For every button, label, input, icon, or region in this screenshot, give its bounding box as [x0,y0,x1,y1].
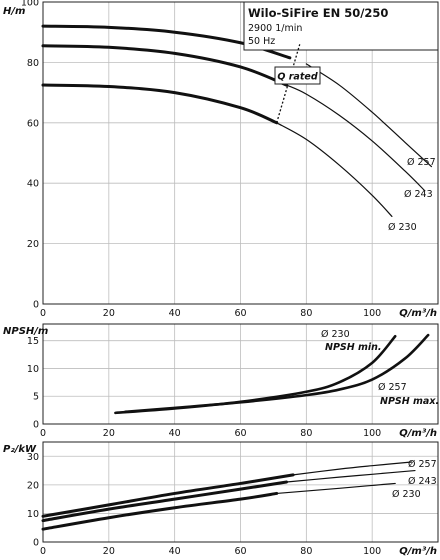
head-panel [41,1,439,305]
power-series-line-operating [41,473,295,518]
head-ytick-label: 40 [27,179,39,190]
head-ytick-label: 20 [27,239,39,250]
power-series-line-extended [285,469,416,483]
head-xtick-label: 80 [300,308,312,319]
power-series-line-extended [276,482,396,495]
head-label-230: Ø 230 [388,222,417,233]
npsh-max-label: NPSH max. [380,396,439,407]
npsh-xtick-label: 100 [363,428,381,439]
npsh-label-257: Ø 257 [378,382,407,393]
npsh-frame [42,323,439,425]
npsh-series-line [123,333,430,414]
head-ytick-label: 60 [27,118,39,129]
head-series-line-extended [276,122,393,218]
chart-title: Wilo-SiFire EN 50/250 [248,6,388,20]
head-xlabel: Q/m³/h [399,308,437,319]
head-xtick-label: 100 [363,308,381,319]
power-label-230: Ø 230 [392,489,421,500]
speed-label: 2900 1/min [248,23,302,34]
power-xtick-label: 20 [103,546,115,557]
power-ytick-label: 30 [27,452,39,463]
power-series-line-operating [41,480,289,523]
head-ytick-label: 100 [21,0,39,9]
power-series-line-extended [292,461,413,476]
power-ylabel: P₂/kW [3,444,37,455]
head-xtick-label: 40 [169,308,181,319]
head-series-line-extended [285,84,426,192]
npsh-min-label: NPSH min. [325,342,382,353]
head-xtick-label: 0 [40,308,46,319]
npsh-ytick-label: 0 [33,420,39,431]
power-xtick-label: 60 [234,546,246,557]
head-label-257: Ø 257 [407,157,436,168]
head-series-line-extended [305,63,433,168]
title-box [243,1,439,51]
npsh-xlabel: Q/m³/h [399,428,437,439]
q-rated-label: Q rated [277,72,317,83]
power-xtick-label: 100 [363,546,381,557]
power-xtick-label: 40 [169,546,181,557]
head-series-line-operating [41,83,279,125]
power-panel [41,441,439,543]
npsh-panel [42,323,439,425]
power-ytick-label: 10 [27,509,39,520]
head-xtick-label: 60 [234,308,246,319]
npsh-ytick-label: 5 [33,392,39,403]
npsh-ytick-label: 15 [27,336,39,347]
npsh-ylabel: NPSH/m [3,326,48,337]
power-label-243: Ø 243 [408,476,437,487]
q-rated-box [274,66,321,85]
power-frame [42,441,439,543]
power-label-257: Ø 257 [408,459,437,470]
npsh-xtick-label: 40 [169,428,181,439]
frequency-label: 50 Hz [248,36,275,47]
npsh-xtick-label: 0 [40,428,46,439]
npsh-label-230: Ø 230 [321,329,350,340]
power-ytick-label: 20 [27,480,39,491]
power-ytick-label: 0 [33,538,39,549]
power-xlabel: Q/m³/h [399,546,437,557]
power-xtick-label: 80 [300,546,312,557]
npsh-xtick-label: 20 [103,428,115,439]
head-xtick-label: 20 [103,308,115,319]
head-series-line-operating [41,44,289,87]
head-label-243: Ø 243 [404,189,433,200]
head-frame [42,1,439,305]
head-ytick-label: 80 [27,58,39,69]
npsh-xtick-label: 60 [234,428,246,439]
power-series-line-operating [41,491,279,531]
head-ytick-label: 0 [33,300,39,311]
head-ylabel: H/m [3,6,25,17]
npsh-xtick-label: 80 [300,428,312,439]
npsh-ytick-label: 10 [27,364,39,375]
power-xtick-label: 0 [40,546,46,557]
